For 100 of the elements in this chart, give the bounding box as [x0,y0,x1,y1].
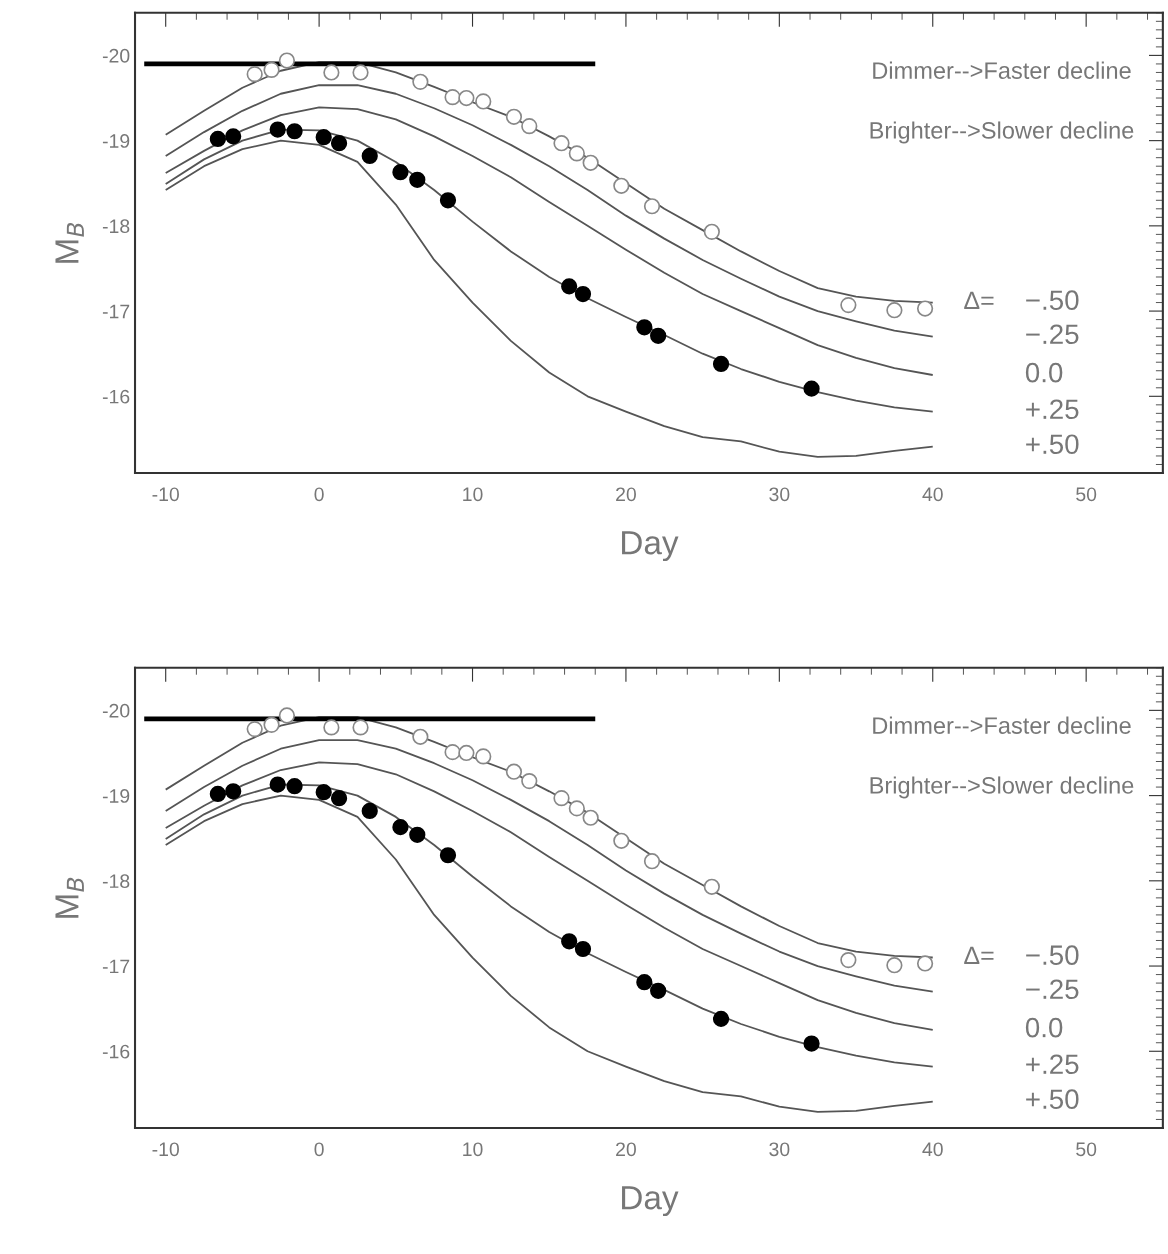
x-tick-label: 50 [1076,1142,1097,1157]
y-tick-label: -16 [102,389,130,404]
point [330,135,348,152]
point [636,974,653,991]
point [613,832,630,849]
point [613,177,630,194]
text: −.50 [1026,945,1079,965]
point [323,64,340,81]
point [361,802,378,820]
point [568,145,585,162]
y-tick-label: -16 [102,1044,130,1059]
point [263,716,280,733]
point [712,1010,730,1028]
x-axis-title: Day [622,1186,679,1217]
point [561,278,578,295]
text: −.25 [1026,979,1079,1000]
x-tick-label: 10 [463,1142,483,1157]
point [412,728,429,745]
point [703,223,720,240]
legend-title: Δ= [964,291,994,310]
point [650,982,667,999]
point [263,61,280,79]
point [278,52,296,69]
point [330,790,348,807]
point [643,853,661,870]
point [444,89,461,106]
annotation: Brighter-->Slower decline [870,776,1134,799]
legend-title: Δ= [964,946,994,964]
point [439,192,457,209]
point [553,135,570,152]
point [412,73,429,90]
text: 0.0 [1025,362,1063,383]
point [636,319,653,336]
point [286,123,303,140]
point [521,118,538,135]
y-tick-label: -17 [102,959,130,974]
point [643,198,661,215]
point [352,64,369,81]
y-tick-label: -17 [102,304,130,319]
point [323,719,340,736]
y-tick-label: -18 [102,874,130,889]
point [568,800,585,817]
y-tick-label: -20 [102,48,130,63]
point [916,300,934,317]
point [505,108,523,125]
annotation: Dimmer-->Faster decline [873,716,1131,734]
point [444,744,461,761]
point [574,940,592,958]
point [886,957,903,974]
point [392,819,409,836]
point [352,719,369,736]
point [553,790,570,807]
annotation: Brighter-->Slower decline [870,121,1134,144]
point [225,128,242,145]
point [803,1035,820,1052]
y-tick-label: -19 [102,789,130,803]
point [286,778,303,795]
point [269,121,286,138]
point [278,707,296,724]
point [703,878,720,895]
point [246,720,263,738]
point [409,826,426,843]
point [458,89,475,107]
point [521,772,538,790]
text: 0.0 [1025,1017,1063,1038]
point [361,147,378,165]
x-tick-label: 30 [769,487,790,502]
point [582,809,599,826]
y-tick-label: -19 [102,134,130,148]
point [209,130,226,148]
point [886,302,903,319]
text: −.50 [1026,290,1079,311]
point [315,784,332,801]
x-tick-label: 40 [922,1142,943,1157]
y-axis-title: M$_{B}$ [55,877,84,918]
x-tick-label: 30 [769,1142,790,1157]
point [458,744,475,762]
point [712,355,730,373]
point [439,847,457,864]
point [269,776,286,793]
y-tick-label: -18 [102,219,130,234]
point [505,763,523,780]
point [650,327,667,344]
x-tick-label: 20 [616,487,636,502]
point [409,171,426,188]
point [574,285,592,303]
x-tick-label: -10 [152,1142,179,1157]
point [246,66,263,83]
x-tick-label: -10 [152,487,179,502]
point [225,783,242,800]
point [475,93,492,110]
y-axis-title: M$_{B}$ [55,222,84,263]
point [840,951,857,969]
text: +.25 [1026,399,1079,420]
x-tick-label: 10 [463,487,483,502]
point [916,955,934,972]
text: +.25 [1026,1054,1079,1075]
x-tick-label: 0 [314,1142,324,1157]
point [475,748,492,765]
point [209,785,226,803]
